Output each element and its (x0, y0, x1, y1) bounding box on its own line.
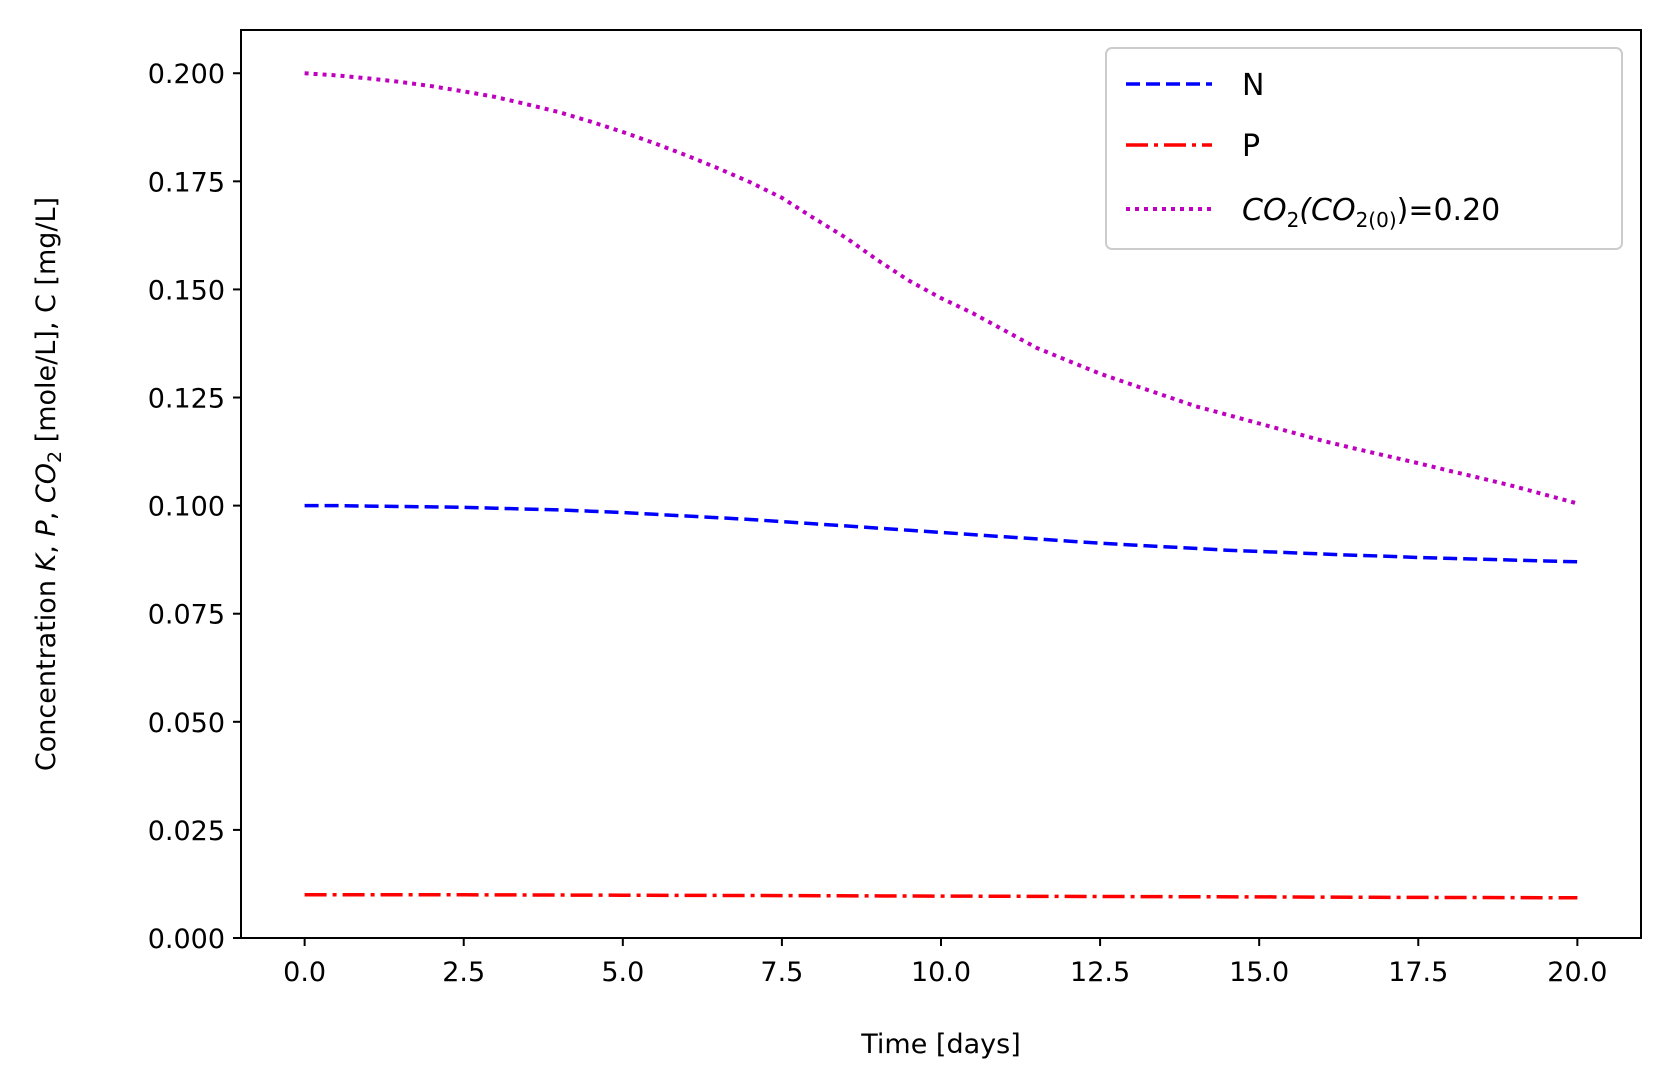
y-tick-label: 0.200 (148, 59, 225, 90)
legend-label-part: CO (1242, 193, 1287, 228)
legend-box (1105, 47, 1623, 250)
plot-area: 0.0 2.5 5.0 7.5 10.0 12.5 15.0 17.5 20.0 0.0000.… (148, 29, 1642, 988)
y-tick-label: 0.175 (148, 167, 225, 198)
legend-label-part: )=0.20 (1397, 193, 1501, 228)
series-layer (304, 71, 1578, 900)
series-line-n (304, 503, 1578, 564)
series-line-p (304, 893, 1578, 900)
y-axis-label-part: [mole/L], C [mg/L] (31, 197, 62, 451)
x-tick-label: 5.0 (601, 957, 644, 988)
x-tick-label: 12.5 (1070, 957, 1130, 988)
y-axis-ticks: 0.000 0.025 0.050 0.075 0.100 0.125 0.150 0.175… (148, 59, 241, 955)
y-axis-label-part: CO (31, 463, 62, 503)
y-axis-label-part: P (31, 520, 62, 537)
x-tick-label: 17.5 (1388, 957, 1448, 988)
x-tick-label: 0.0 (283, 957, 326, 988)
legend: N P CO2(CO2(0))=0.20 (1105, 47, 1623, 250)
legend-label-part: 2 (1287, 208, 1300, 232)
y-tick-label: 0.100 (148, 492, 225, 523)
y-axis-label-part: Concentration (31, 571, 62, 771)
y-tick-label: 0.075 (148, 600, 225, 631)
legend-label-co2: CO2(CO2(0))=0.20 (1242, 193, 1500, 232)
x-tick-label: 20.0 (1547, 957, 1607, 988)
x-axis-ticks: 0.0 2.5 5.0 7.5 10.0 12.5 15.0 17.5 20.0 (283, 938, 1607, 988)
x-tick-label: 7.5 (760, 957, 803, 988)
y-tick-label: 0.025 (148, 816, 225, 847)
y-axis-label: Concentration K, P, CO2 [mole/L], C [mg/… (31, 197, 66, 771)
legend-label-p: P (1242, 129, 1260, 164)
x-tick-label: 10.0 (911, 957, 971, 988)
legend-label-n: N (1242, 68, 1264, 103)
y-tick-label: 0.000 (148, 924, 225, 955)
legend-label-part: (CO (1299, 193, 1355, 228)
y-tick-label: 0.150 (148, 275, 225, 306)
y-axis-label-part: , (31, 537, 62, 554)
y-tick-label: 0.050 (148, 708, 225, 739)
legend-label-part: 2(0) (1356, 208, 1397, 232)
x-tick-label: 2.5 (442, 957, 485, 988)
series-line-co2 (304, 71, 1578, 506)
x-tick-label: 15.0 (1229, 957, 1289, 988)
y-axis-label-part: K (31, 551, 62, 571)
y-tick-label: 0.125 (148, 384, 225, 415)
x-axis-label: Time [days] (860, 1029, 1020, 1060)
y-axis-label-part: , (31, 503, 62, 520)
y-axis-label-part: 2 (44, 451, 66, 463)
